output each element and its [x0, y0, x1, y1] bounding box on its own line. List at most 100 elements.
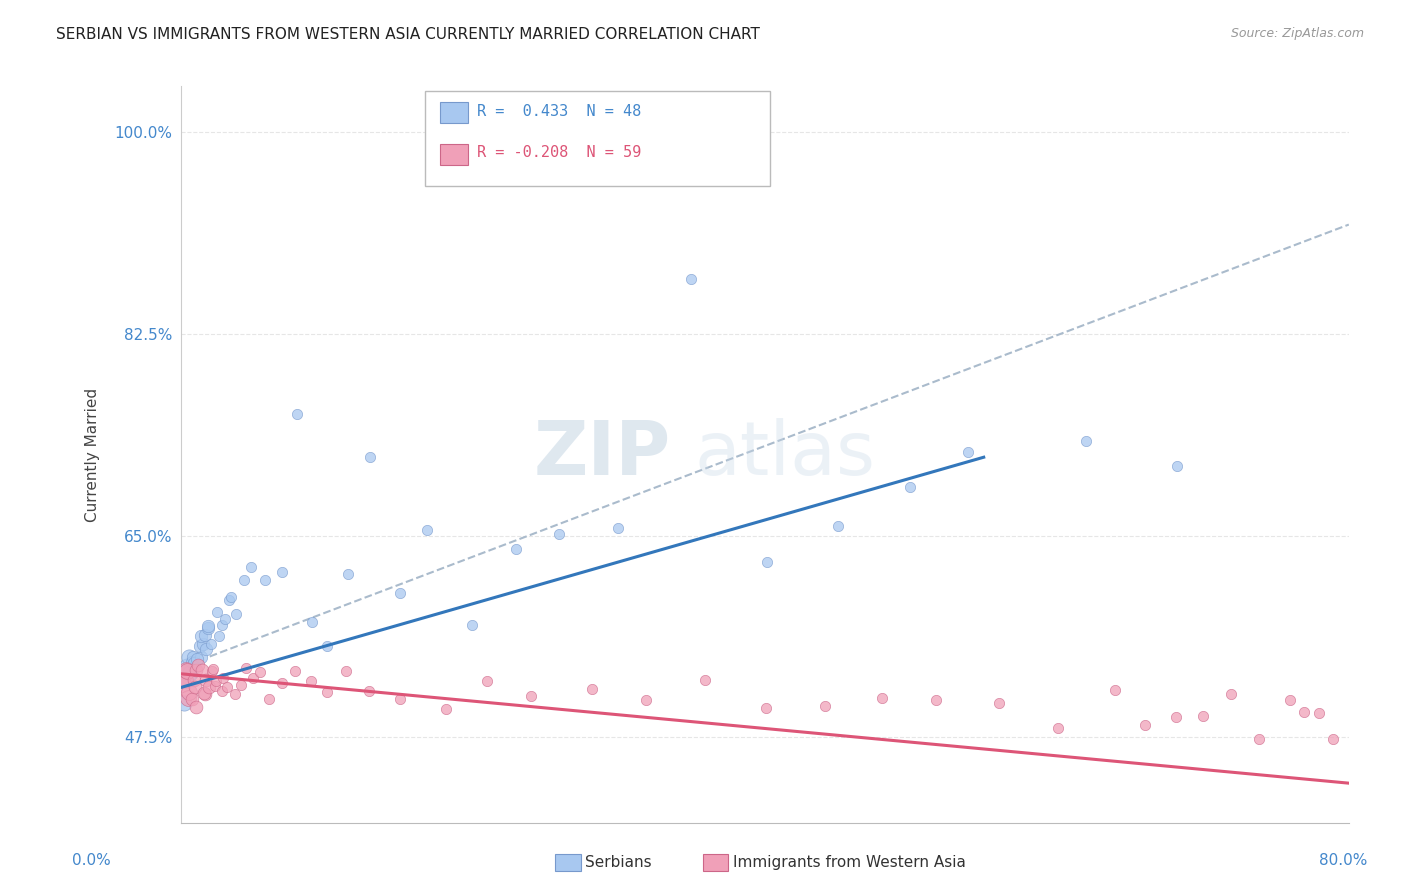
Point	[249, 665, 271, 679]
Point	[200, 664, 222, 678]
Text: ZIP: ZIP	[534, 418, 671, 491]
Point	[285, 407, 308, 421]
Point	[335, 664, 357, 678]
Point	[177, 690, 200, 705]
Point	[176, 658, 198, 673]
Point	[755, 701, 778, 715]
Text: Immigrants from Western Asia: Immigrants from Western Asia	[733, 855, 966, 870]
Point	[284, 664, 307, 678]
Point	[173, 673, 195, 688]
Point	[1166, 459, 1188, 474]
Point	[190, 650, 212, 665]
Point	[1279, 692, 1302, 706]
Point	[198, 680, 221, 694]
Point	[357, 684, 380, 698]
Point	[1135, 718, 1157, 732]
Point	[242, 671, 264, 685]
Point	[299, 674, 322, 689]
Point	[388, 586, 411, 600]
Point	[695, 673, 717, 687]
Point	[870, 690, 893, 705]
Point	[336, 567, 359, 582]
Point	[229, 678, 252, 692]
Text: R =  0.433  N = 48: R = 0.433 N = 48	[477, 104, 641, 119]
Point	[315, 639, 337, 653]
Point	[218, 593, 240, 607]
Point	[186, 663, 208, 677]
Text: atlas: atlas	[695, 418, 876, 491]
Point	[235, 660, 257, 674]
Text: SERBIAN VS IMMIGRANTS FROM WESTERN ASIA CURRENTLY MARRIED CORRELATION CHART: SERBIAN VS IMMIGRANTS FROM WESTERN ASIA …	[56, 27, 761, 42]
Point	[200, 637, 222, 651]
Point	[636, 693, 658, 707]
Text: 80.0%: 80.0%	[1319, 854, 1367, 868]
Point	[208, 629, 231, 643]
Point	[1074, 434, 1097, 448]
Text: Serbians: Serbians	[585, 855, 651, 870]
Point	[211, 683, 233, 698]
Text: R = -0.208  N = 59: R = -0.208 N = 59	[477, 145, 641, 160]
Point	[925, 693, 948, 707]
Point	[1292, 705, 1315, 719]
Point	[434, 702, 457, 716]
Point	[184, 680, 207, 694]
Point	[316, 684, 339, 698]
Point	[184, 700, 207, 714]
Point	[755, 555, 778, 569]
Point	[204, 680, 226, 694]
Point	[173, 673, 195, 688]
Text: 0.0%: 0.0%	[72, 854, 111, 868]
Point	[197, 618, 219, 632]
Point	[194, 642, 217, 657]
Point	[898, 480, 921, 494]
Point	[172, 677, 194, 691]
Point	[195, 673, 218, 687]
Point	[271, 676, 294, 690]
Point	[388, 692, 411, 706]
Point	[174, 663, 197, 677]
Point	[520, 689, 543, 703]
Point	[681, 272, 703, 286]
Point	[188, 640, 211, 654]
Point	[174, 665, 197, 679]
Point	[181, 655, 204, 669]
Point	[179, 665, 201, 680]
Point	[211, 618, 233, 632]
Point	[253, 573, 276, 587]
Point	[1308, 706, 1330, 720]
Point	[814, 698, 837, 713]
Point	[177, 684, 200, 698]
Point	[181, 692, 204, 706]
Point	[205, 674, 228, 689]
Point	[301, 615, 323, 629]
Point	[187, 658, 209, 673]
Point	[232, 573, 254, 587]
Point	[606, 521, 628, 535]
Point	[957, 445, 980, 459]
Y-axis label: Currently Married: Currently Married	[86, 388, 100, 522]
Point	[257, 691, 280, 706]
Point	[1164, 710, 1187, 724]
Point	[477, 674, 499, 689]
Point	[505, 542, 527, 557]
Point	[359, 450, 381, 464]
Point	[202, 662, 225, 676]
Point	[548, 527, 571, 541]
Point	[177, 649, 200, 664]
Point	[1247, 731, 1270, 746]
Point	[190, 629, 212, 643]
Text: Source: ZipAtlas.com: Source: ZipAtlas.com	[1230, 27, 1364, 40]
Point	[416, 523, 439, 537]
Point	[214, 612, 236, 626]
Point	[1322, 732, 1344, 747]
Point	[827, 519, 849, 533]
Point	[190, 664, 212, 678]
Point	[215, 680, 238, 694]
Point	[225, 607, 247, 622]
Point	[270, 565, 292, 579]
Point	[207, 606, 229, 620]
Point	[197, 621, 219, 635]
Point	[211, 671, 233, 685]
Point	[460, 618, 482, 632]
Point	[194, 686, 217, 700]
